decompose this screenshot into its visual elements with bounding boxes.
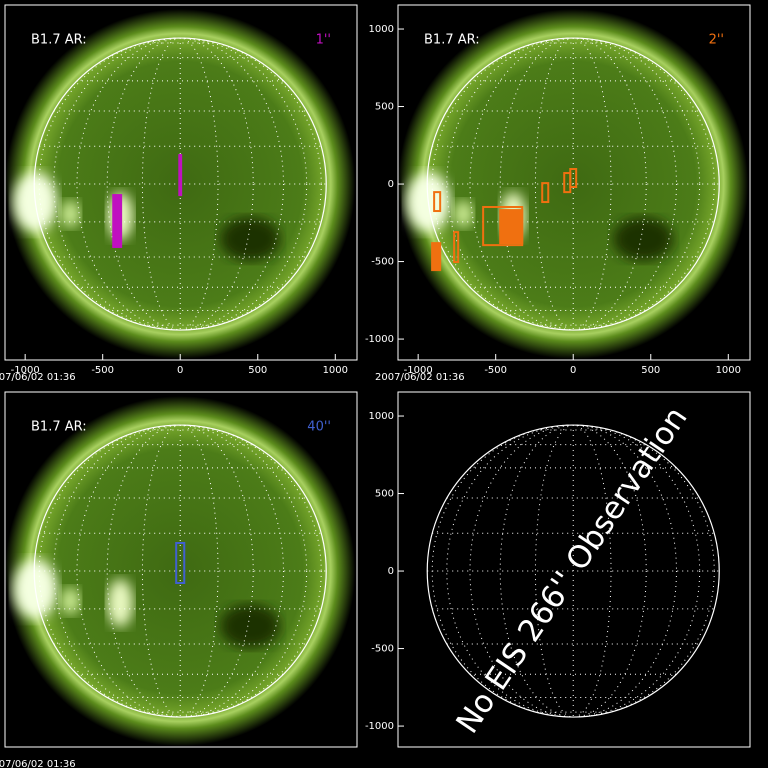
y-tick-label: -1000 (365, 721, 394, 732)
y-tick-label: -1000 (365, 334, 394, 345)
y-tick-label: 0 (388, 179, 394, 190)
panel-tag: 1'' (316, 33, 331, 48)
timestamp: 2007/06/02 01:36 (0, 372, 76, 383)
frame (397, 391, 751, 748)
slit-box (499, 209, 524, 245)
longitude-line (76, 424, 284, 718)
x-tick-label: 1000 (716, 365, 741, 376)
longitude-line (469, 424, 677, 718)
slit-box (541, 182, 550, 204)
longitude-line (431, 424, 715, 718)
active-region (453, 200, 474, 229)
y-tick-label: 1000 (369, 24, 394, 35)
panel-tag: 40'' (307, 420, 331, 435)
slit-box (112, 194, 123, 248)
timestamp: 2007/06/02 01:36 (0, 759, 76, 768)
panel-label: B1.7 AR: (31, 33, 87, 48)
frame (397, 4, 751, 361)
panel (426, 424, 720, 718)
x-tick-label: 500 (248, 365, 267, 376)
x-tick-label: -500 (484, 365, 507, 376)
timestamp: 2007/06/02 01:36 (375, 372, 465, 383)
y-tick-label: 1000 (369, 411, 394, 422)
active-region (107, 579, 134, 628)
coronal-hole (613, 217, 674, 262)
longitude-line (53, 424, 308, 718)
panel-label: B1.7 AR: (31, 420, 87, 435)
longitude-line (38, 424, 322, 718)
annotation: No EIS 266'' Observation (449, 401, 694, 740)
x-tick-label: -1000 (11, 365, 40, 376)
panel (5, 396, 356, 747)
longitude-line (38, 37, 322, 331)
panel-label: B1.7 AR: (424, 33, 480, 48)
x-tick-label: 0 (177, 365, 183, 376)
longitude-line (534, 424, 612, 718)
active-region (60, 200, 81, 229)
slit-box (569, 168, 578, 188)
y-tick-label: 500 (375, 489, 394, 500)
slit-box (175, 541, 186, 584)
x-tick-label: -1000 (404, 365, 433, 376)
panel-tag: 2'' (709, 33, 724, 48)
frame (4, 4, 358, 361)
slit-box (431, 242, 442, 272)
longitude-line (141, 424, 219, 718)
slit-box (453, 231, 460, 264)
y-tick-label: 500 (375, 102, 394, 113)
frame (4, 391, 358, 748)
coronal-hole (220, 217, 281, 262)
x-tick-label: 0 (570, 365, 576, 376)
slit-box (178, 154, 183, 197)
active-region (60, 587, 81, 616)
x-tick-label: -500 (91, 365, 114, 376)
panel (5, 9, 356, 360)
x-tick-label: 1000 (323, 365, 348, 376)
coronal-hole (220, 604, 281, 649)
longitude-line (431, 37, 715, 331)
y-tick-label: 0 (388, 566, 394, 577)
y-tick-label: -500 (371, 644, 394, 655)
slit-box (433, 191, 442, 213)
panel (398, 9, 749, 360)
y-tick-label: -500 (371, 257, 394, 268)
x-tick-label: 500 (641, 365, 660, 376)
